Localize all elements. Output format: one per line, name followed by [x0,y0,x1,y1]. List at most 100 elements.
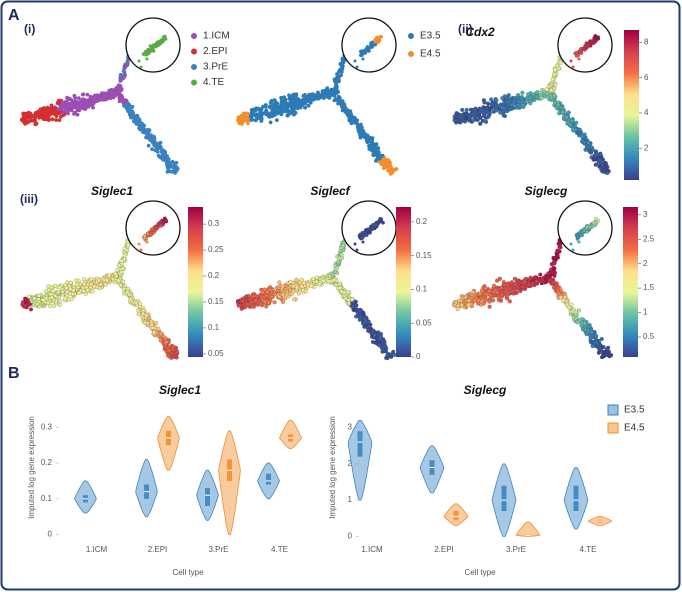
cell-dot [57,298,62,303]
cell-dot [466,298,472,303]
cell-dot [74,278,79,283]
cell-dot [605,170,610,176]
cell-dot [45,105,50,110]
colorbar-tick-label: 1.5 [643,283,655,292]
cell-dot [64,286,69,291]
cell-dot [479,288,485,293]
cell-dot [287,103,292,108]
cell-dot [129,115,134,120]
cell-dot [571,315,576,320]
cell-dot [383,164,388,169]
cell-dot [150,138,155,143]
cell-dot [285,113,290,118]
cell-dot [68,101,73,106]
cell-dot [347,118,352,123]
cell-dot [275,288,280,293]
cell-dot [472,299,477,304]
cell-dot [349,297,355,302]
colorbar-tick-label: 0.3 [208,219,220,228]
cell-dot [339,255,345,260]
cell-dot [126,243,131,248]
cell-dot [597,152,602,157]
cell-dot [287,96,292,100]
cell-dot [387,168,392,173]
cell-dot [127,102,131,107]
cell-dot [493,288,498,293]
cell-dot [361,129,366,134]
cell-dot [315,96,320,101]
embedding-cloud [235,235,397,361]
cell-dot [100,91,105,96]
legend-label: E3.5 [624,405,645,416]
legend-marker [607,404,619,416]
cell-dot [471,289,476,295]
cell-dot [150,147,155,152]
cell-dot [34,113,39,118]
cell-dot [271,102,275,107]
cell-dot [283,97,288,102]
inset-dot [163,34,167,38]
inset-dot [149,227,154,232]
cell-dot [372,333,377,338]
colorbar-tick-label: 0 [416,352,421,361]
y-tick-label: 0.2 [41,458,53,467]
cell-dot [138,120,143,125]
cell-dot [588,336,593,341]
y-axis-label: Imputed log gene expression [328,416,337,519]
cell-dot [244,116,249,121]
cell-dot [77,96,81,101]
cell-dot [259,107,264,112]
cell-dot [270,108,275,112]
cell-dot [472,108,477,113]
violin [347,420,373,501]
cell-dot [280,98,285,103]
y-tick-label: 3 [348,423,353,432]
cell-dot [394,167,399,171]
cell-dot [509,280,514,285]
cell-dot [123,72,127,77]
cell-dot [121,69,126,73]
cell-dot [284,283,289,288]
gene-title: Siglecf [310,184,350,198]
cell-dot [293,111,298,115]
cell-dot [298,105,303,110]
legend-label: 2.EPI [203,46,227,57]
cell-dot [49,285,54,290]
inset-dot [137,59,141,63]
cell-dot [381,160,385,164]
cell-dot [28,307,34,312]
cell-dot [132,119,137,124]
cell-dot [267,113,272,118]
cell-dot [269,111,274,115]
cell-dot [117,99,122,104]
cell-dot [371,152,376,157]
cell-dot [155,149,160,154]
cell-dot [569,118,575,123]
cell-dot [369,139,374,144]
cell-dot [327,96,332,100]
inset-dot [363,51,367,55]
cell-dot [250,117,255,122]
cell-dot [522,279,527,284]
cell-dot [275,107,279,111]
colorbar-tick-label: 0.2 [416,217,428,226]
cell-dot [509,97,514,102]
cell-dot [548,278,553,283]
cell-dot [283,105,288,110]
inset-dot [592,40,597,45]
cell-dot [166,353,171,358]
cell-dot [594,344,599,349]
cell-dot [162,153,167,158]
panel-label: (iii) [20,192,38,206]
cell-dot [67,97,72,101]
cell-dot [552,67,558,72]
cell-dot [41,297,46,303]
inset-dot [353,59,357,63]
cell-dot [570,127,575,132]
cell-dot [163,336,168,341]
cell-dot [122,253,127,258]
cell-dot [363,318,368,323]
cell-dot [549,82,554,87]
cell-dot [299,277,304,282]
cell-dot [361,310,366,315]
